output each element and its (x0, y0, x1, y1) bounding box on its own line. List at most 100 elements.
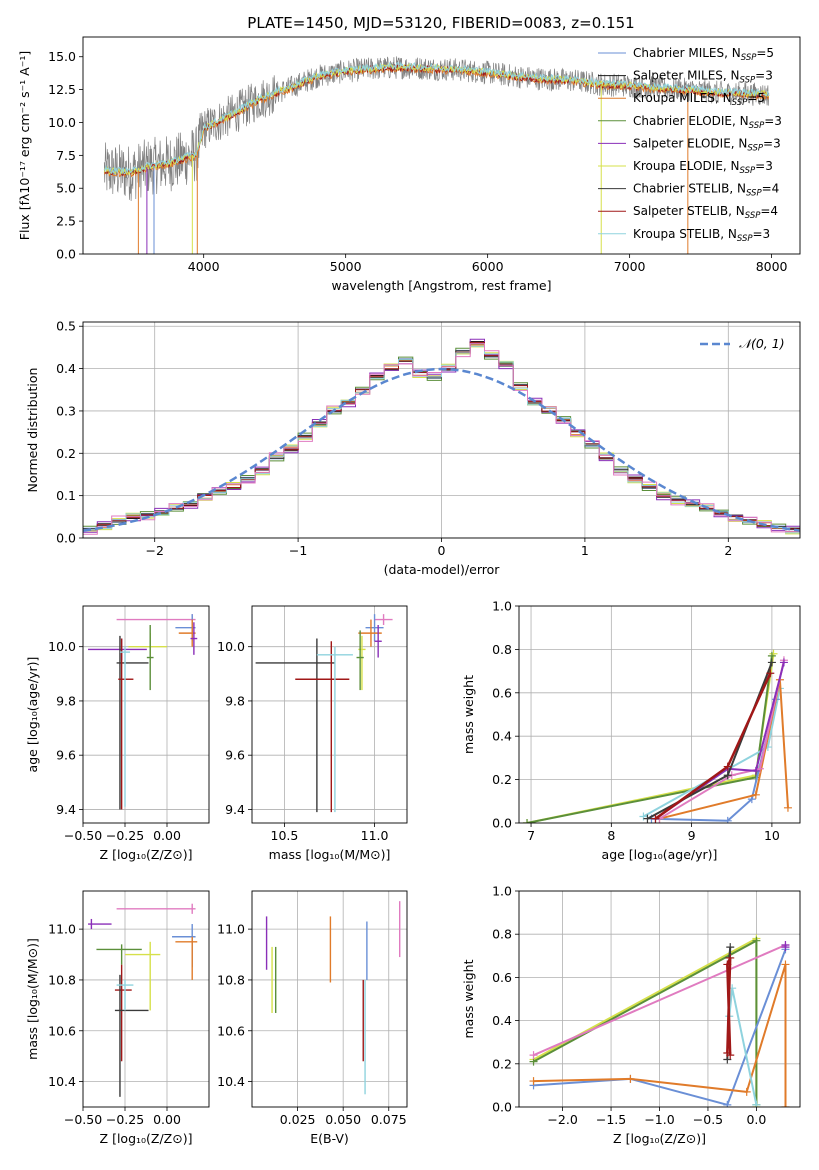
errorbar-chabrier_stelib (114, 974, 149, 1097)
plot-area (252, 891, 407, 1107)
errorbar-pink (374, 614, 393, 625)
x-tick-label: 0.00 (153, 828, 181, 843)
weight-marker (779, 658, 788, 667)
x-tick-label: 0.0 (746, 1112, 766, 1127)
plot-area (519, 891, 800, 1107)
y-tick-label: 0.4 (492, 1013, 512, 1028)
histogram-pink (83, 343, 800, 538)
x-tick-label: −0.5 (693, 1112, 723, 1127)
axes-age_vs_Z: −0.50 −0.25 0.00 9.4 9.6 9.8 10.0 Z [log₁₀(Z/Z⊙… (25, 605, 210, 862)
weight-line-chabrier_elodie (526, 655, 773, 823)
axes-frame (82, 605, 210, 824)
x-axis-label: wavelength [Angstrom, rest frame] (331, 278, 551, 293)
legend-subscript: SSP (746, 189, 762, 199)
errorbar-kroupa_elodie (358, 635, 366, 691)
axes-residuals: −2 −1 0 1 2 0.0 0.1 0.2 0.3 0.4 0.5 (data-model)/er… (25, 319, 801, 577)
axes-frame (518, 605, 801, 824)
x-tick-label: 9 (688, 828, 696, 843)
legend-value: =3 (755, 69, 773, 83)
errorbar-chabrier_elodie (356, 630, 364, 691)
y-tick-label: 0.5 (56, 319, 76, 334)
errorbar-kroupa_stelib (116, 979, 134, 1011)
weight-marker (726, 943, 735, 952)
x-axis-label: (data-model)/error (384, 562, 501, 577)
legend-value: =3 (763, 136, 781, 150)
y-tick-label: 9.6 (56, 748, 76, 763)
legend-value: =3 (755, 159, 773, 173)
x-tick-label: 0 (438, 543, 446, 558)
x-tick-label: −1 (289, 543, 307, 558)
legend-value: =5 (747, 91, 765, 105)
y-tick-label: 9.8 (56, 693, 76, 708)
plot-area (519, 606, 800, 823)
weight-marker (742, 1087, 751, 1096)
axes-weight_vs_age: 7 8 9 10 0.0 0.2 0.4 0.6 0.8 1.0 age [log₁₀(age/yr… (461, 599, 801, 862)
errorbar-pink (116, 614, 196, 625)
legend-label: Kroupa ELODIE, NSSP=3 (633, 159, 773, 176)
legend-subscript: SSP (732, 98, 748, 108)
y-tick-label: 10.0 (217, 639, 245, 654)
weight-marker (766, 669, 775, 678)
axes-age_vs_mass: 10.5 11.0 9.4 9.6 9.8 10.0 mass [log₁₀(M/M⊙)] (217, 605, 408, 862)
y-tick-label: 0.4 (56, 361, 76, 376)
y-axis-label: mass weight (461, 675, 476, 754)
y-tick-label: 5.0 (56, 181, 76, 196)
legend-value: =4 (760, 204, 778, 218)
y-tick-label: 9.4 (225, 802, 245, 817)
y-tick-label: 0.0 (492, 1100, 512, 1115)
x-axis-label: Z [log₁₀(Z/Z⊙)] (100, 1131, 193, 1146)
x-tick-label: −0.50 (64, 1112, 102, 1127)
weight-marker (751, 766, 760, 775)
y-axis-label: Flux [fλ10⁻¹⁷ erg cm⁻² s⁻¹ A⁻¹] (17, 51, 32, 240)
y-axis-label: mass weight (461, 959, 476, 1038)
weight-line-pink (658, 660, 785, 820)
x-tick-label: 10.5 (271, 828, 299, 843)
x-axis-label: E(B-V) (310, 1131, 349, 1146)
errorbar-chabrier_elodie (146, 624, 154, 691)
errorbar-salpeter_stelib (295, 641, 350, 813)
legend-label-normal: 𝒩(0, 1) (739, 336, 785, 351)
y-tick-label: 0.6 (492, 970, 512, 985)
y-tick-label: 10.8 (217, 972, 245, 987)
x-tick-label: 8 (607, 828, 615, 843)
weight-marker (752, 936, 761, 945)
y-tick-label: 15.0 (48, 49, 76, 64)
axes-frame (82, 36, 801, 255)
legend-subscript: SSP (740, 166, 756, 176)
legend-value: =5 (756, 46, 774, 60)
errorbar-salpeter_stelib (118, 638, 134, 810)
weight-marker (723, 771, 732, 780)
weight-line-chabrier_miles (533, 948, 787, 1107)
errorbar-kroupa_miles (175, 936, 198, 980)
y-tick-label: 10.6 (48, 1023, 76, 1038)
y-tick-label: 0.6 (492, 685, 512, 700)
y-tick-label: 9.6 (225, 748, 245, 763)
legend-subscript: SSP (740, 76, 756, 86)
y-tick-label: 10.4 (217, 1074, 245, 1089)
x-tick-label: 6000 (472, 259, 504, 274)
legend-subscript: SSP (741, 53, 757, 63)
legend-value: =3 (753, 227, 771, 241)
axes-spectrum: 4000 5000 6000 7000 8000 0.0 2.5 5.0 7.5 10.0 12.5… (17, 36, 801, 293)
y-tick-label: 10.0 (48, 639, 76, 654)
weight-marker (781, 943, 790, 952)
y-tick-label: 0.0 (492, 816, 512, 831)
y-tick-label: 0.8 (492, 642, 512, 657)
errorbar-pink (116, 903, 196, 914)
weight-marker (529, 1077, 538, 1086)
legend-value: =3 (764, 114, 782, 128)
x-axis-label: age [log₁₀(age/yr)] (602, 847, 718, 862)
x-tick-label: −0.25 (106, 828, 144, 843)
y-tick-label: 0.1 (56, 488, 76, 503)
x-tick-label: 0.075 (371, 1112, 407, 1127)
x-axis-label: mass [log₁₀(M/M⊙)] (269, 847, 391, 862)
legend-label: Chabrier ELODIE, NSSP=3 (633, 114, 782, 131)
axes-weight_vs_Z: −2.0 −1.5 −1.0 −0.5 0.0 0.0 0.2 0.4 0.6 0.8 1.0 Z [… (461, 884, 801, 1146)
errorbar-kroupa_stelib (119, 646, 131, 807)
x-tick-label: 5000 (330, 259, 362, 274)
x-tick-label: −1.0 (644, 1112, 674, 1127)
weight-marker (723, 762, 732, 771)
y-axis-label: Normed distribution (25, 368, 40, 493)
axes-frame (251, 890, 408, 1108)
